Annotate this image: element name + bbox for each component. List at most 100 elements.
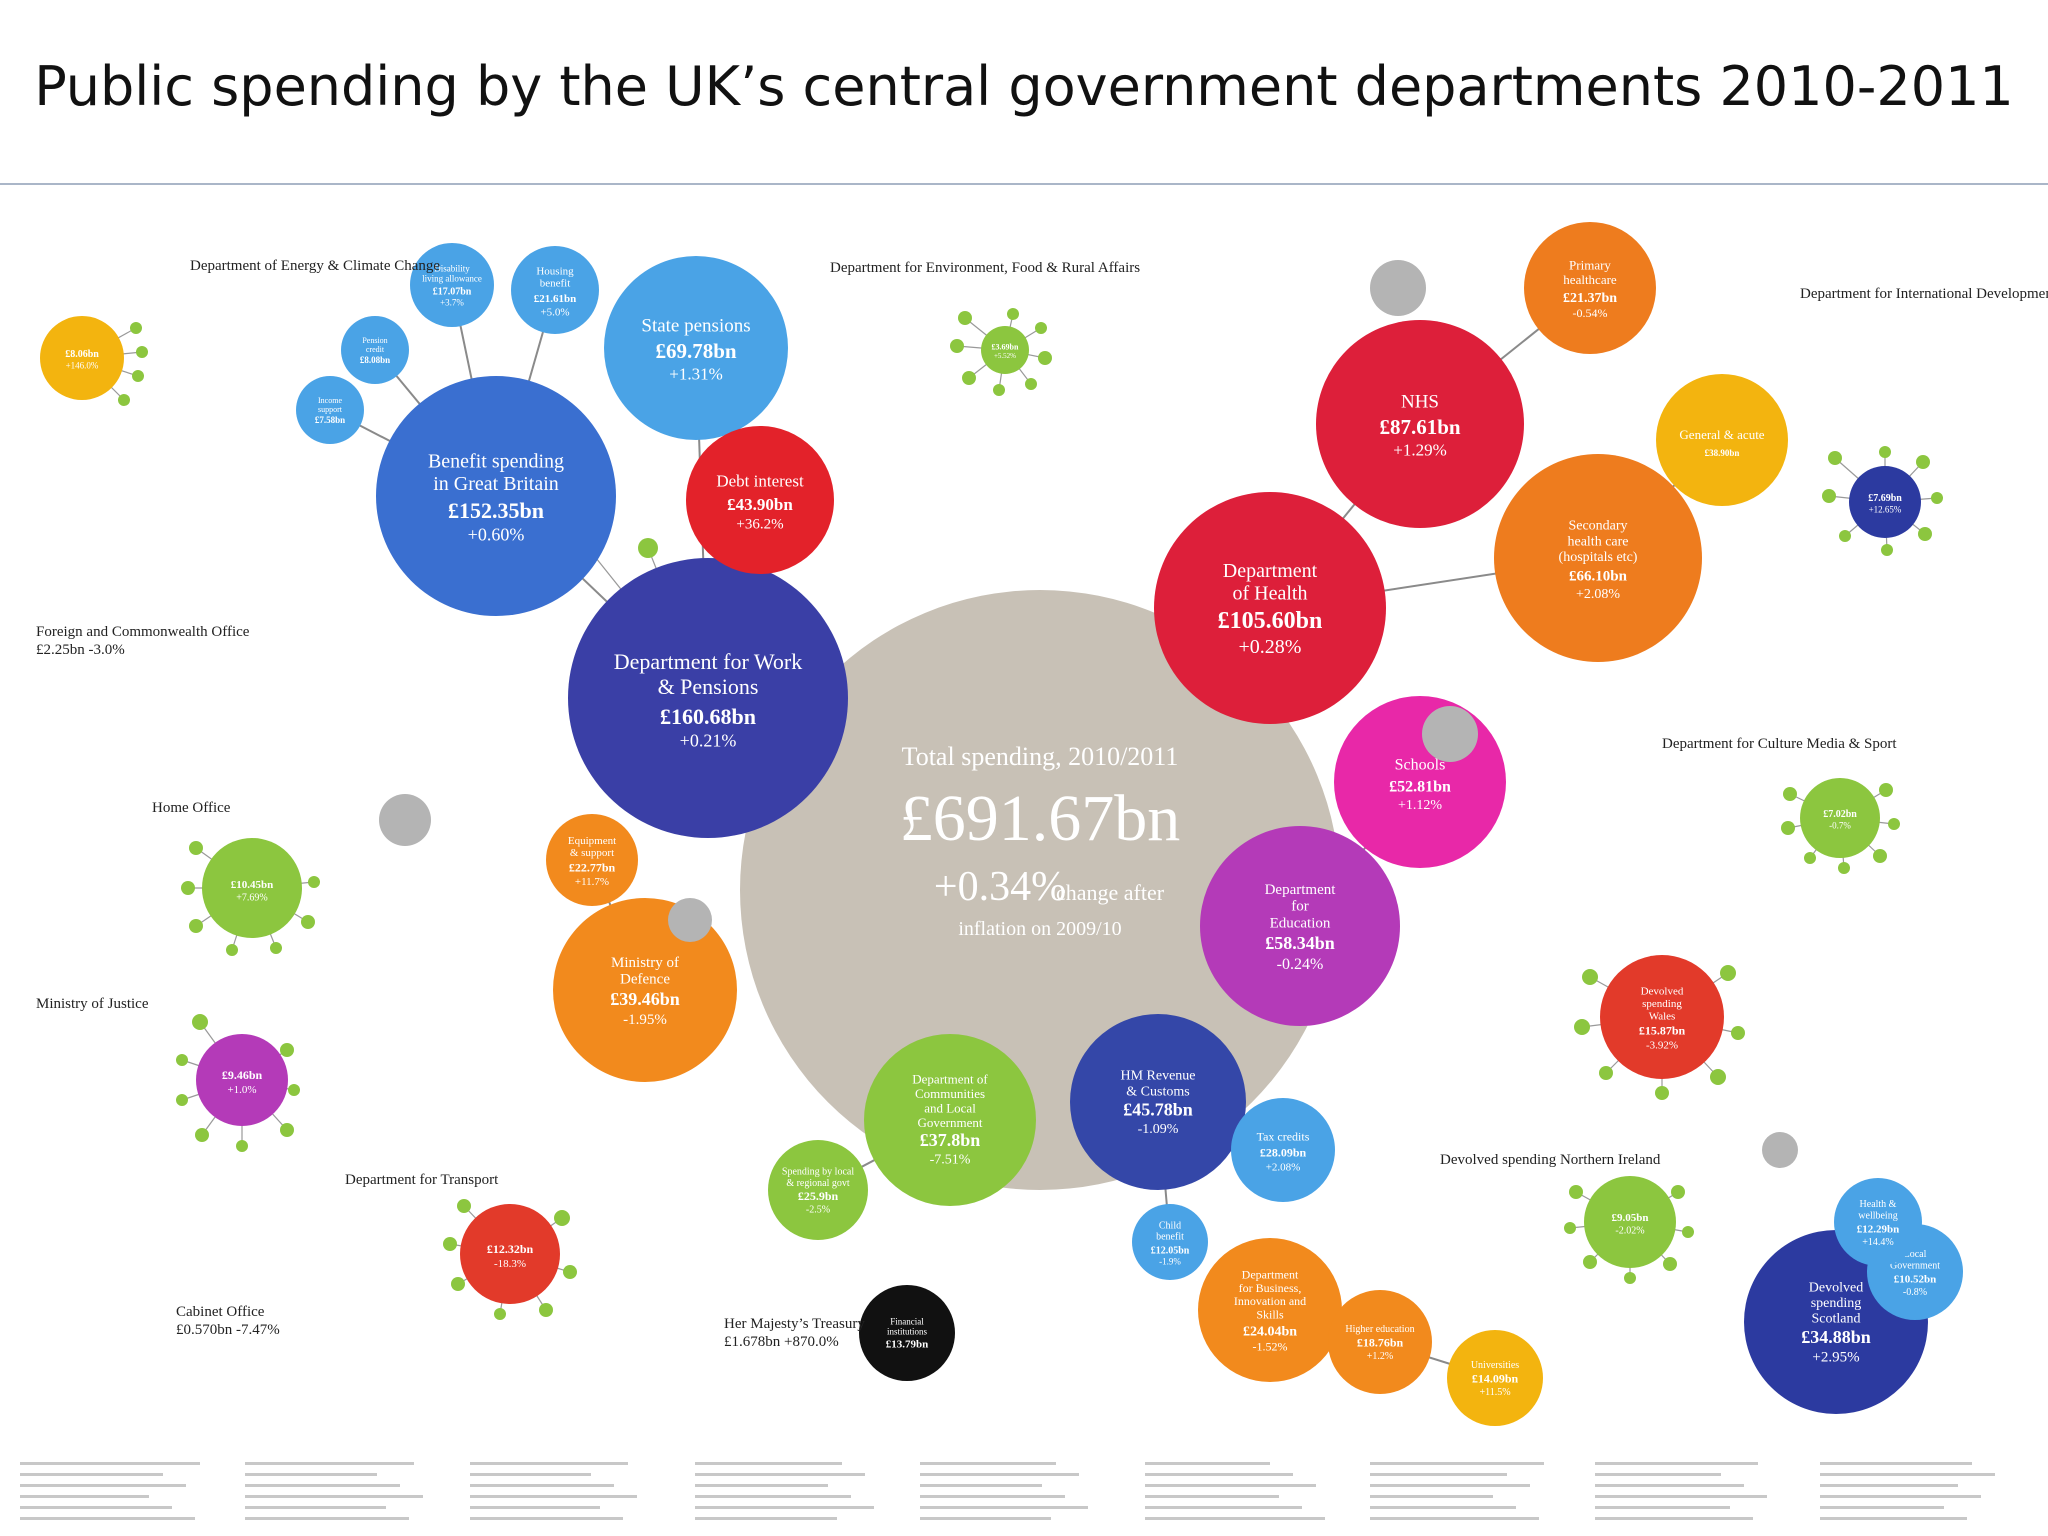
fineprint-line: [920, 1484, 1042, 1487]
fineprint-line: [1370, 1484, 1530, 1487]
bubble-value: £87.61bn: [1379, 415, 1460, 439]
bubble-tax-credits: Tax credits £28.09bn+2.08%: [1231, 1098, 1335, 1202]
bubble-change: -0.54%: [1573, 306, 1608, 320]
minor-item-dot: [192, 1014, 208, 1030]
bubble-circle: [568, 558, 848, 838]
bubble-value: £10.45bn: [231, 879, 274, 891]
minor-item-dot: [1564, 1222, 1576, 1234]
bubble-change: -1.52%: [1253, 1340, 1288, 1354]
fineprint-line: [1595, 1473, 1721, 1476]
bubble-name: health care: [1567, 534, 1628, 549]
minor-item-dot: [950, 339, 964, 353]
bubble-name: credit: [366, 345, 385, 354]
fineprint-line: [1820, 1484, 1958, 1487]
bubble-value: £12.29bn: [1857, 1223, 1900, 1235]
bubble-circle: [296, 376, 364, 444]
section-heading: Ministry of Justice: [36, 996, 149, 1012]
bubble-value: £7.69bn: [1868, 493, 1902, 504]
bubble-value: £39.46bn: [610, 989, 680, 1009]
bubble-name: for: [1291, 899, 1309, 915]
minor-item-dot: [195, 1128, 209, 1142]
minor-item-dot: [270, 942, 282, 954]
bubble-name: Pension: [362, 336, 387, 345]
fineprint-line: [245, 1506, 386, 1509]
fineprint-line: [245, 1484, 400, 1487]
bubble-change: +0.28%: [1239, 636, 1302, 658]
bubble-value: £22.77bn: [569, 860, 616, 874]
bubble-name: Schools: [1395, 756, 1446, 773]
bubble-name: (hospitals etc): [1559, 550, 1638, 565]
bubble-name: Debt interest: [716, 472, 804, 491]
minor-item-dot: [958, 311, 972, 325]
bubble-name: Department for Work: [614, 649, 802, 674]
bubble-name: of Health: [1233, 583, 1308, 605]
bubble-change: +36.2%: [736, 517, 783, 533]
bubble-change: +11.5%: [1479, 1387, 1510, 1398]
bubble-circle: [1494, 454, 1702, 662]
bubble-value: £10.52bn: [1894, 1273, 1937, 1285]
bubble-change: +5.52%: [994, 352, 1016, 360]
section-heading: Department for Transport: [345, 1172, 499, 1188]
section-heading: £2.25bn -3.0%: [36, 642, 125, 658]
minor-item-dot: [1569, 1185, 1583, 1199]
bubble-circle: [1524, 222, 1656, 354]
minor-item-dot: [1663, 1257, 1677, 1271]
bubble-change: +2.08%: [1576, 587, 1620, 602]
total-change-note: change after: [1056, 880, 1165, 905]
bubble-department-of-energy-and-climate-change: £8.06bn+146.0%: [40, 316, 124, 400]
bubble-change: -0.24%: [1277, 956, 1324, 973]
bubble-value: £9.05bn: [1612, 1212, 1649, 1224]
minor-item-dot: [280, 1043, 294, 1057]
bubble-circle: [1800, 778, 1880, 858]
fineprint-line: [1370, 1473, 1507, 1476]
bubble-name: Benefit spending: [428, 451, 564, 473]
minor-item-dot: [1888, 818, 1900, 830]
minor-item-dot: [280, 1123, 294, 1137]
bubble-circle: [1132, 1204, 1208, 1280]
bubble-change: -1.9%: [1159, 1257, 1181, 1267]
bubble-name: Department: [1242, 1267, 1299, 1281]
section-heading: Department for Environment, Food & Rural…: [830, 260, 1140, 276]
section-heading: Cabinet Office: [176, 1304, 265, 1320]
bubble-name: HM Revenue: [1120, 1069, 1195, 1084]
bubble-value: £13.79bn: [886, 1338, 929, 1350]
section-heading: Department of Energy & Climate Change: [190, 258, 440, 274]
section-heading: £1.678bn +870.0%: [724, 1334, 839, 1350]
fineprint-line: [695, 1495, 851, 1498]
bubble-name: Equipment: [568, 835, 616, 847]
minor-item-dot: [181, 881, 195, 895]
bubble-circle: [1656, 374, 1788, 506]
bubble-name: Disability: [434, 264, 470, 274]
fineprint-line: [470, 1473, 591, 1476]
bubble-value: £21.37bn: [1563, 291, 1617, 306]
minor-item-dot: [136, 346, 148, 358]
bubble-value: £17.07bn: [433, 286, 472, 297]
fineprint-line: [470, 1462, 628, 1465]
minor-item-dot: [1035, 322, 1047, 334]
bubble-name: Education: [1270, 916, 1331, 932]
unlabelled-minor-bubble: [1762, 1132, 1798, 1168]
minor-item-dot: [288, 1084, 300, 1096]
bubble-circle: [202, 838, 302, 938]
bubble-name: spending: [1642, 998, 1682, 1010]
minor-item-dot: [176, 1054, 188, 1066]
bubble-name: benefit: [1156, 1232, 1184, 1243]
bubble-devolved-spending-northern-ireland: £9.05bn -2.02%: [1584, 1176, 1676, 1268]
bubble-name: State pensions: [641, 316, 750, 337]
section-heading: Devolved spending Northern Ireland: [1440, 1152, 1661, 1168]
bubble-circle: [1154, 492, 1386, 724]
minor-item-dot: [993, 384, 1005, 396]
minor-item-dot: [1918, 527, 1932, 541]
bubble-value: £9.46bn: [222, 1068, 263, 1082]
minor-item-dot: [1873, 849, 1887, 863]
minor-item-dot: [494, 1308, 506, 1320]
bubble-general-and-acute: General & acute £38.90bn: [1656, 374, 1788, 506]
section-heading: Home Office: [152, 800, 231, 816]
bubble-circle: [1584, 1176, 1676, 1268]
fineprint-line: [920, 1495, 1065, 1498]
bubble-spending-by-local-and-regional-government: Spending by local& regional govt£25.9bn -…: [768, 1140, 868, 1240]
bubble-change: +0.21%: [680, 730, 737, 750]
